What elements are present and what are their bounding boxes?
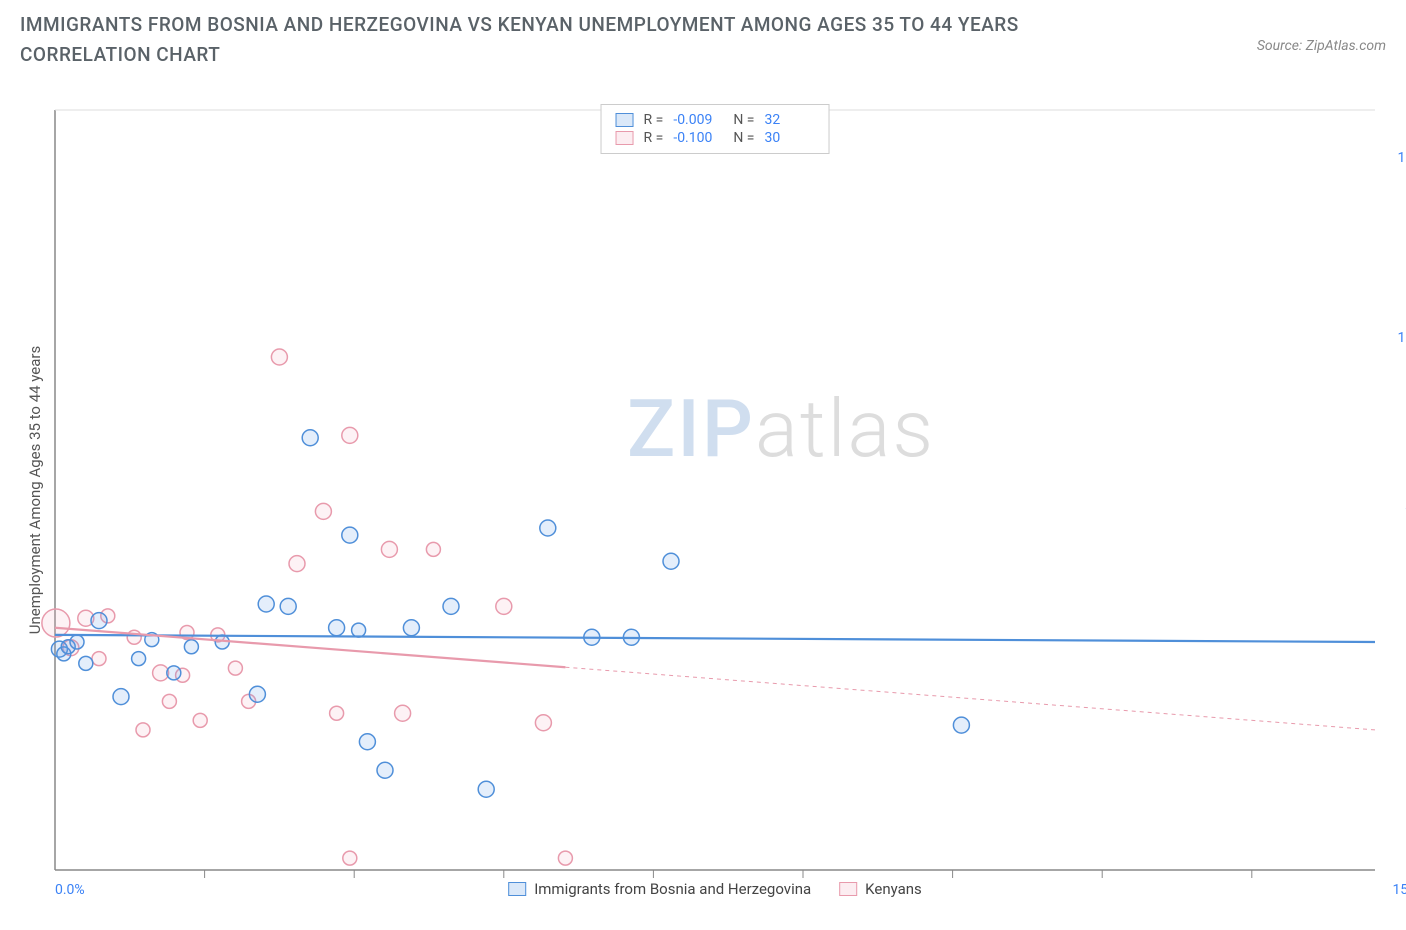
series-legend: Immigrants from Bosnia and Herzegovina Ke…	[508, 880, 922, 898]
data-point	[953, 717, 969, 733]
chart-title: IMMIGRANTS FROM BOSNIA AND HERZEGOVINA V…	[20, 10, 1120, 71]
data-point	[329, 620, 345, 636]
legend-swatch	[616, 113, 634, 127]
data-point	[342, 427, 358, 443]
data-point	[249, 686, 265, 702]
data-point	[70, 635, 84, 649]
y-tick-label: 15.0%	[1397, 150, 1406, 166]
legend-label: Kenyans	[865, 880, 922, 898]
data-point	[330, 706, 344, 720]
legend-swatch	[839, 882, 857, 896]
legend-row: R =-0.009N =32	[616, 111, 815, 129]
trend-line	[55, 635, 1375, 642]
data-point	[342, 527, 358, 543]
trend-line-extrapolated	[565, 667, 1375, 730]
data-point	[540, 520, 556, 536]
data-point	[352, 623, 366, 637]
data-point	[167, 666, 181, 680]
data-point	[343, 851, 357, 865]
source-attribution: Source: ZipAtlas.com	[1257, 10, 1386, 54]
data-point	[127, 630, 141, 644]
data-point	[289, 556, 305, 572]
y-axis-label: Unemployment Among Ages 35 to 44 years	[26, 346, 44, 634]
data-point	[228, 661, 242, 675]
data-point	[315, 503, 331, 519]
x-max-label: 15.0%	[1392, 882, 1406, 898]
data-point	[443, 598, 459, 614]
data-point	[280, 598, 296, 614]
data-point	[184, 640, 198, 654]
x-min-label: 0.0%	[55, 882, 85, 898]
data-point	[478, 781, 494, 797]
data-point	[42, 609, 70, 637]
data-point	[558, 851, 572, 865]
chart-area: Unemployment Among Ages 35 to 44 years Z…	[55, 110, 1375, 870]
legend-swatch	[508, 882, 526, 896]
legend-item: Immigrants from Bosnia and Herzegovina	[508, 880, 811, 898]
data-point	[162, 694, 176, 708]
data-point	[193, 713, 207, 727]
data-point	[535, 715, 551, 731]
data-point	[302, 430, 318, 446]
data-point	[403, 620, 419, 636]
data-point	[381, 541, 397, 557]
data-point	[377, 762, 393, 778]
data-point	[92, 652, 106, 666]
data-point	[426, 542, 440, 556]
legend-swatch	[616, 131, 634, 145]
correlation-legend: R =-0.009N =32R =-0.100N =30	[601, 104, 830, 154]
y-tick-label: 11.2%	[1397, 330, 1406, 346]
data-point	[359, 734, 375, 750]
data-point	[663, 553, 679, 569]
data-point	[132, 652, 146, 666]
scatter-plot	[55, 110, 1375, 870]
legend-item: Kenyans	[839, 880, 922, 898]
legend-label: Immigrants from Bosnia and Herzegovina	[534, 880, 811, 898]
data-point	[271, 349, 287, 365]
data-point	[395, 705, 411, 721]
data-point	[113, 689, 129, 705]
data-point	[91, 613, 107, 629]
data-point	[496, 598, 512, 614]
data-point	[136, 723, 150, 737]
legend-row: R =-0.100N =30	[616, 129, 815, 147]
data-point	[79, 656, 93, 670]
data-point	[258, 596, 274, 612]
